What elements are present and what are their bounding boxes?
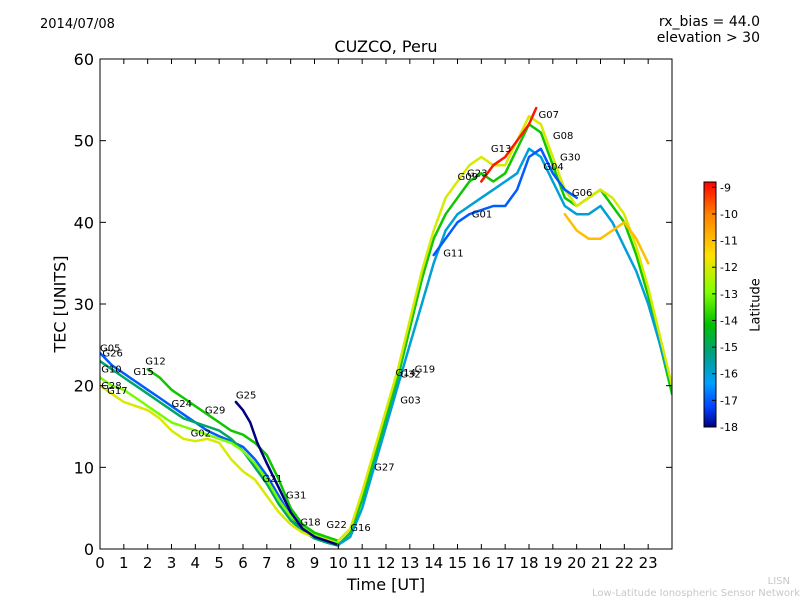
satellite-label-g25: G25 bbox=[236, 391, 256, 402]
satellite-label-g17: G17 bbox=[107, 386, 127, 397]
x-tick-label: 16 bbox=[472, 554, 491, 572]
satellite-label-g11: G11 bbox=[443, 249, 463, 260]
credit-short: LISN bbox=[767, 576, 790, 587]
x-tick-label: 0 bbox=[95, 554, 105, 572]
tec-series-8 bbox=[337, 147, 672, 547]
satellite-label-g15: G15 bbox=[133, 367, 153, 378]
y-axis-label: TEC [UNITS] bbox=[50, 255, 70, 353]
rx-bias-label: rx_bias = 44.0 bbox=[658, 14, 760, 30]
x-tick-label: 13 bbox=[400, 554, 419, 572]
satellite-label-g03: G03 bbox=[400, 396, 420, 407]
x-tick-label: 5 bbox=[214, 554, 224, 572]
colorbar-label: Latitude bbox=[748, 278, 764, 332]
x-tick-label: 14 bbox=[424, 554, 443, 572]
satellite-label-g09: G09 bbox=[458, 172, 478, 183]
colorbar-tick-label: -10 bbox=[720, 208, 738, 221]
x-tick-label: 21 bbox=[591, 554, 610, 572]
colorbar-tick-label: -11 bbox=[720, 235, 738, 248]
satellite-label-g19: G19 bbox=[415, 365, 435, 376]
y-tick-label: 10 bbox=[74, 458, 94, 477]
colorbar-tick-label: -12 bbox=[720, 261, 738, 274]
x-tick-label: 2 bbox=[143, 554, 153, 572]
satellite-label-g16: G16 bbox=[350, 523, 370, 534]
satellite-label-g08: G08 bbox=[553, 131, 573, 142]
plot-frame bbox=[99, 58, 673, 550]
x-tick-label: 1 bbox=[119, 554, 129, 572]
tec-series-7 bbox=[337, 123, 672, 547]
satellite-label-g24: G24 bbox=[172, 399, 192, 410]
x-tick-label: 11 bbox=[353, 554, 372, 572]
x-tick-label: 4 bbox=[191, 554, 201, 572]
y-tick-label: 40 bbox=[74, 213, 94, 232]
tec-series-5 bbox=[146, 368, 340, 543]
colorbar-tick-label: -13 bbox=[720, 288, 738, 301]
satellite-label-g26: G26 bbox=[102, 348, 122, 359]
tec-series-1 bbox=[100, 351, 340, 547]
x-tick-label: 9 bbox=[310, 554, 320, 572]
tec-series-9 bbox=[337, 114, 672, 543]
satellite-label-g10: G10 bbox=[101, 365, 121, 376]
tec-series-2 bbox=[100, 359, 340, 547]
satellite-label-g32: G32 bbox=[400, 370, 420, 381]
x-tick-label: 20 bbox=[567, 554, 586, 572]
satellite-label-g28: G28 bbox=[101, 381, 121, 392]
satellite-label-g04: G04 bbox=[543, 162, 563, 173]
credit-long: Low-Latitude Ionospheric Sensor Network bbox=[592, 588, 800, 599]
y-tick-label: 30 bbox=[74, 295, 94, 314]
colorbar-tick-label: -17 bbox=[720, 394, 738, 407]
tec-series-6 bbox=[234, 400, 340, 547]
satellite-label-g14: G14 bbox=[396, 368, 416, 379]
colorbar-tick-label: -15 bbox=[720, 341, 738, 354]
satellite-label-g29: G29 bbox=[205, 405, 225, 416]
colorbar-tick-label: -14 bbox=[720, 314, 738, 327]
y-tick-label: 0 bbox=[84, 540, 94, 559]
satellite-label-g31: G31 bbox=[286, 490, 306, 501]
satellite-label-g23: G23 bbox=[467, 169, 487, 180]
satellite-label-g13: G13 bbox=[491, 144, 511, 155]
x-axis-label: Time [UT] bbox=[346, 575, 426, 594]
x-tick-label: 18 bbox=[519, 554, 538, 572]
satellite-label-g07: G07 bbox=[539, 110, 559, 121]
x-tick-label: 12 bbox=[376, 554, 395, 572]
colorbar bbox=[703, 181, 717, 428]
x-tick-label: 8 bbox=[286, 554, 296, 572]
tec-series-11 bbox=[480, 106, 538, 183]
tec-series-4 bbox=[100, 384, 340, 543]
tec-series-12 bbox=[563, 212, 650, 265]
colorbar-tick-label: -16 bbox=[720, 368, 738, 381]
satellite-label-g22: G22 bbox=[326, 520, 346, 531]
y-tick-label: 60 bbox=[74, 50, 94, 69]
x-tick-label: 6 bbox=[238, 554, 248, 572]
chart-title: CUZCO, Peru bbox=[334, 37, 438, 56]
x-tick-label: 17 bbox=[496, 554, 515, 572]
satellite-label-g21: G21 bbox=[262, 474, 282, 485]
x-tick-label: 3 bbox=[167, 554, 177, 572]
x-tick-label: 10 bbox=[329, 554, 348, 572]
y-tick-label: 50 bbox=[74, 132, 94, 151]
satellite-label-g01: G01 bbox=[472, 209, 492, 220]
x-tick-label: 19 bbox=[543, 554, 562, 572]
elevation-label: elevation > 30 bbox=[656, 30, 760, 46]
x-tick-label: 15 bbox=[448, 554, 467, 572]
satellite-label-g02: G02 bbox=[191, 428, 211, 439]
colorbar-tick-label: -9 bbox=[720, 181, 731, 194]
satellite-label-g05: G05 bbox=[100, 343, 120, 354]
satellite-label-g27: G27 bbox=[374, 463, 394, 474]
satellite-label-g06: G06 bbox=[572, 188, 592, 199]
x-tick-label: 23 bbox=[639, 554, 658, 572]
y-tick-label: 20 bbox=[74, 377, 94, 396]
satellite-label-g12: G12 bbox=[145, 356, 165, 367]
colorbar-tick-label: -18 bbox=[720, 421, 738, 434]
satellite-label-g18: G18 bbox=[300, 517, 320, 528]
x-tick-label: 22 bbox=[615, 554, 634, 572]
x-tick-label: 7 bbox=[262, 554, 272, 572]
tec-series-10 bbox=[432, 147, 578, 257]
satellite-label-g30: G30 bbox=[560, 152, 580, 163]
date-label: 2014/07/08 bbox=[40, 17, 115, 32]
